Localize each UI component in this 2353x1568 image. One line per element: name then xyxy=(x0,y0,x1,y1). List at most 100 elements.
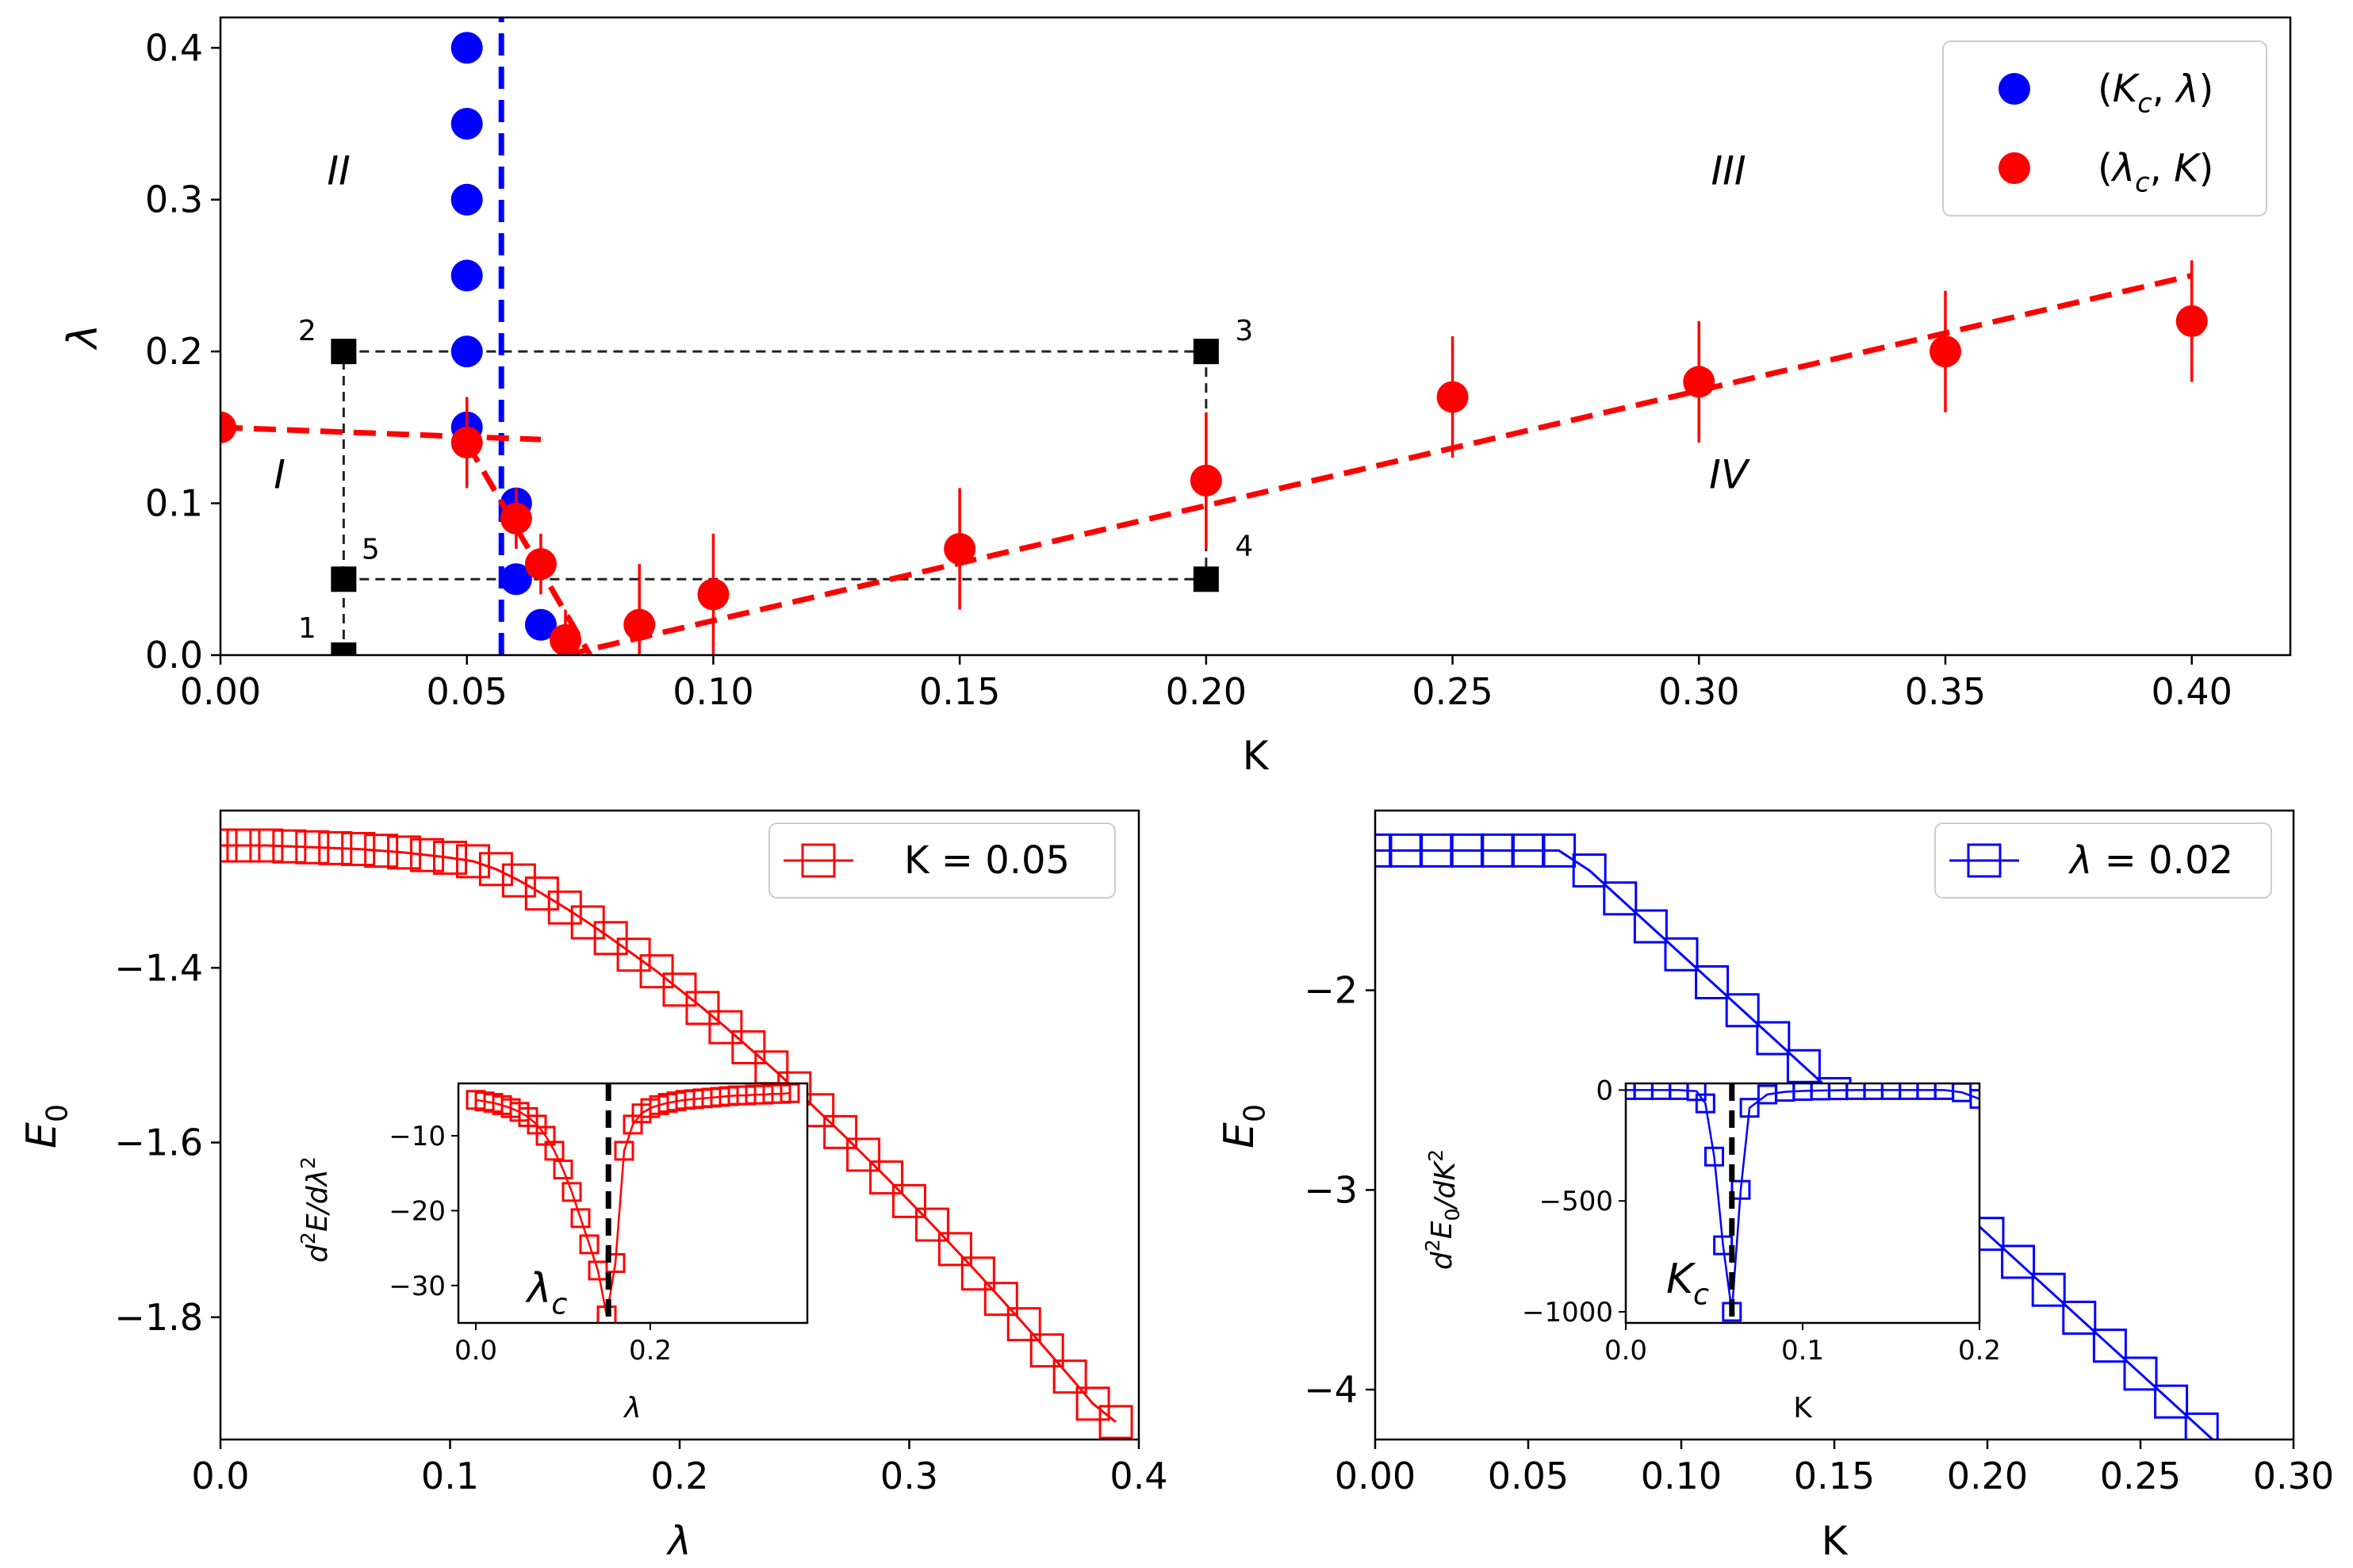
series-marker xyxy=(823,1114,858,1149)
series-marker xyxy=(937,1232,972,1267)
legend-marker xyxy=(801,843,836,878)
x-tick-label: 0.3 xyxy=(880,1455,938,1497)
inset-x-tick-label: 0.0 xyxy=(454,1335,497,1367)
x-tick-label: 0.20 xyxy=(1947,1455,2028,1497)
y-tick-label: −1.4 xyxy=(114,946,203,989)
series-marker xyxy=(226,828,261,863)
y-axis-label: λ xyxy=(59,324,107,351)
series-marker xyxy=(983,1282,1018,1317)
legend: (Kc, λ) (λc, K) xyxy=(1942,40,2267,217)
x-tick-label: 0.40 xyxy=(2152,670,2232,713)
inset-marker xyxy=(780,1083,800,1103)
series-marker xyxy=(295,830,330,865)
lambda-c-point xyxy=(550,623,581,655)
x-tick-label: 0.20 xyxy=(1166,670,1247,713)
series-marker xyxy=(1542,833,1577,868)
inset-y-tick-label: −20 xyxy=(389,1195,446,1227)
lambda-c-point xyxy=(623,608,656,641)
series-marker xyxy=(869,1160,904,1195)
series-marker xyxy=(1098,1405,1133,1440)
inset-plot-area xyxy=(466,1083,800,1323)
path-marker xyxy=(331,339,357,365)
lambda-c-point xyxy=(500,502,532,535)
lambda-c-point xyxy=(1436,381,1469,413)
lambda-c-point xyxy=(1683,366,1715,398)
inset-x-tick-label: 0.2 xyxy=(1958,1335,2001,1367)
x-tick-label: 0.05 xyxy=(427,670,508,713)
series-marker xyxy=(1756,1021,1791,1056)
series-marker xyxy=(364,834,399,868)
inset-x-axis-label: K xyxy=(1793,1392,1813,1424)
series-marker xyxy=(2123,1356,2158,1391)
series-marker xyxy=(1695,965,1730,1000)
series-marker xyxy=(914,1207,949,1242)
series-marker xyxy=(2092,1328,2127,1363)
lambda-c-point xyxy=(524,548,557,581)
series-marker xyxy=(524,876,559,911)
legend-label: λ = 0.02 xyxy=(2067,838,2233,883)
inset-marker xyxy=(605,1253,626,1273)
region-label: III xyxy=(1711,148,1746,194)
legend-marker xyxy=(1999,73,2030,105)
lambda-c-fit-line xyxy=(565,273,2193,655)
region-label: IV xyxy=(1709,451,1751,497)
x-tick-label: 0.10 xyxy=(1641,1455,1722,1497)
path-marker xyxy=(1193,566,1219,592)
series-marker xyxy=(2217,1442,2248,1474)
path-marker-label: 2 xyxy=(298,315,316,347)
series-marker xyxy=(478,852,513,887)
critical-label: λc xyxy=(525,1265,568,1321)
series-marker xyxy=(2154,1384,2189,1419)
x-tick-label: 0.15 xyxy=(1794,1455,1875,1497)
inset-y-tick-label: −1000 xyxy=(1522,1297,1613,1328)
axes-frame xyxy=(219,809,1140,1441)
x-tick-label: 0.30 xyxy=(1658,670,1739,713)
series-marker xyxy=(1572,853,1607,888)
series-marker xyxy=(1725,993,1760,1028)
series-marker xyxy=(433,840,467,875)
region-label: II xyxy=(327,148,351,194)
x-axis-label: λ xyxy=(665,1518,692,1564)
inset-marker xyxy=(614,1141,634,1161)
y-tick-label: 0.0 xyxy=(145,634,203,677)
legend-label: (Kc, λ) xyxy=(2098,67,2213,118)
inset-marker xyxy=(1695,1093,1715,1114)
y-tick-label: −4 xyxy=(1304,1368,1358,1411)
lambda-c-point xyxy=(697,578,730,611)
series-marker xyxy=(1786,1049,1821,1083)
series-marker xyxy=(1006,1307,1041,1342)
series-marker xyxy=(2184,1412,2219,1440)
inset-marker xyxy=(553,1160,573,1180)
y-tick-label: −1.8 xyxy=(114,1296,203,1339)
y-axis-label: E0 xyxy=(18,1104,75,1148)
plot-area xyxy=(220,828,1133,1440)
series-marker xyxy=(2031,1272,2066,1307)
inset-marker xyxy=(570,1208,591,1229)
inset-y-tick-label: 0 xyxy=(1596,1075,1613,1106)
inset-x-axis-label: λ xyxy=(623,1392,641,1424)
y-tick-label: −1.6 xyxy=(114,1121,203,1164)
legend: λ = 0.02 xyxy=(1934,822,2272,899)
x-tick-label: 0.25 xyxy=(2100,1455,2181,1497)
x-tick-label: 0.30 xyxy=(2253,1455,2334,1497)
axes-frame xyxy=(219,16,2292,657)
path-marker xyxy=(331,642,357,655)
series-marker xyxy=(220,828,238,863)
series-marker xyxy=(960,1256,995,1291)
legend-label: K = 0.05 xyxy=(904,838,1070,883)
y-tick-label: −2 xyxy=(1304,969,1358,1012)
kc-point xyxy=(450,259,483,292)
inset-y-tick-label: −10 xyxy=(389,1121,446,1152)
path-marker xyxy=(331,566,357,592)
series-marker xyxy=(1075,1386,1110,1421)
axes-frame xyxy=(1374,809,2295,1441)
inset-x-tick-label: 0.1 xyxy=(1781,1335,1824,1367)
kc-point xyxy=(500,563,532,596)
lambda-c-point xyxy=(2175,305,2208,337)
inset-x-tick-label: 0.2 xyxy=(629,1335,672,1367)
legend-frame xyxy=(1934,822,2272,899)
inset-marker xyxy=(1730,1179,1751,1200)
x-axis-label: K xyxy=(1822,1518,1849,1564)
